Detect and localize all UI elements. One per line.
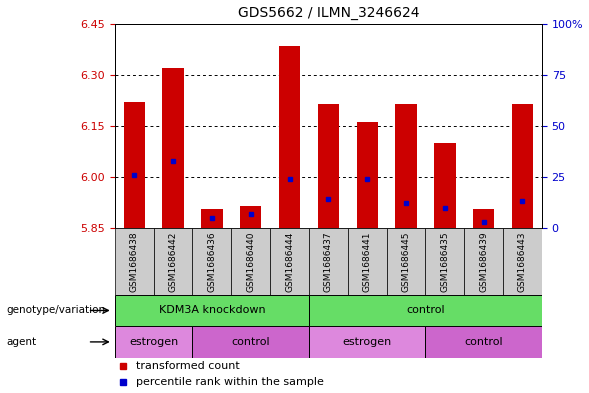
Bar bbox=[395, 104, 416, 228]
Bar bbox=[512, 104, 533, 228]
Bar bbox=[309, 295, 542, 326]
Bar bbox=[201, 209, 223, 228]
Text: GSM1686438: GSM1686438 bbox=[130, 231, 139, 292]
Bar bbox=[386, 228, 425, 295]
Text: GSM1686436: GSM1686436 bbox=[207, 231, 216, 292]
Bar bbox=[193, 326, 309, 358]
Bar bbox=[193, 228, 231, 295]
Text: percentile rank within the sample: percentile rank within the sample bbox=[136, 377, 324, 387]
Text: GSM1686444: GSM1686444 bbox=[285, 231, 294, 292]
Text: agent: agent bbox=[6, 337, 36, 347]
Bar bbox=[231, 228, 270, 295]
Bar bbox=[464, 228, 503, 295]
Text: GSM1686440: GSM1686440 bbox=[246, 231, 255, 292]
Text: genotype/variation: genotype/variation bbox=[6, 305, 105, 316]
Text: KDM3A knockdown: KDM3A knockdown bbox=[158, 305, 265, 316]
Bar bbox=[434, 143, 455, 228]
Bar bbox=[154, 228, 193, 295]
Bar bbox=[270, 228, 309, 295]
Text: control: control bbox=[464, 337, 503, 347]
Text: GSM1686441: GSM1686441 bbox=[363, 231, 372, 292]
Text: GSM1686439: GSM1686439 bbox=[479, 231, 488, 292]
Text: GSM1686435: GSM1686435 bbox=[441, 231, 449, 292]
Text: transformed count: transformed count bbox=[136, 362, 240, 371]
Text: estrogen: estrogen bbox=[343, 337, 392, 347]
Text: GSM1686442: GSM1686442 bbox=[168, 231, 178, 292]
Bar bbox=[317, 104, 339, 228]
Bar bbox=[124, 102, 145, 228]
Text: estrogen: estrogen bbox=[129, 337, 178, 347]
Bar bbox=[425, 228, 464, 295]
Text: control: control bbox=[406, 305, 445, 316]
Text: control: control bbox=[231, 337, 270, 347]
Bar bbox=[356, 122, 378, 228]
Bar bbox=[115, 326, 193, 358]
Text: GSM1686445: GSM1686445 bbox=[402, 231, 411, 292]
Bar bbox=[240, 206, 262, 228]
Bar bbox=[425, 326, 542, 358]
Bar bbox=[279, 46, 300, 228]
Bar bbox=[309, 228, 348, 295]
Bar bbox=[473, 209, 494, 228]
Title: GDS5662 / ILMN_3246624: GDS5662 / ILMN_3246624 bbox=[237, 6, 419, 20]
Text: GSM1686443: GSM1686443 bbox=[518, 231, 527, 292]
Text: GSM1686437: GSM1686437 bbox=[324, 231, 333, 292]
Bar bbox=[309, 326, 425, 358]
Bar bbox=[115, 228, 154, 295]
Bar bbox=[115, 295, 309, 326]
Bar bbox=[503, 228, 542, 295]
Bar bbox=[348, 228, 386, 295]
Bar bbox=[163, 68, 184, 228]
